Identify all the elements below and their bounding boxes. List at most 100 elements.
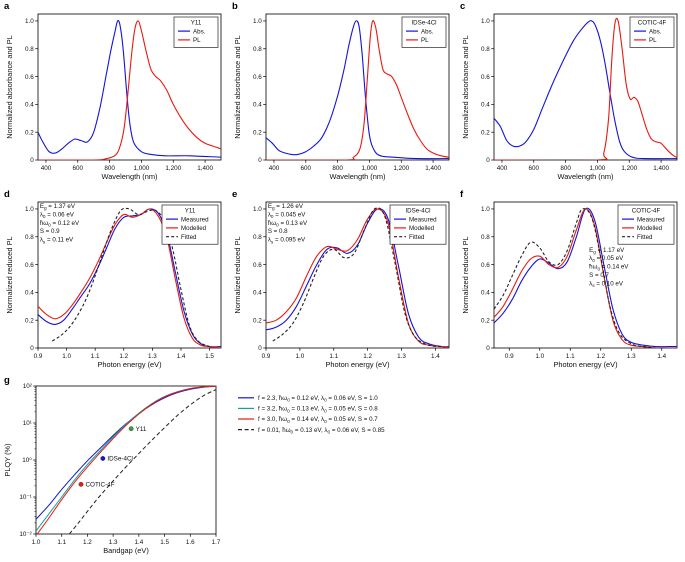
x-tick-label: 1.6: [186, 539, 195, 546]
legend-title: Y11: [185, 208, 196, 215]
y-tick-label: 1.0: [253, 206, 262, 213]
annotation-line: ħω0 = 0.12 eV: [40, 220, 80, 228]
chart-e-reduced-pl: 0.9 1.0 1.1 1.2 1.3 1.4 0 0.2 0.4 0.6 0.8 1.0 Photon…: [233, 201, 450, 369]
y-tick-label: 0.8: [253, 234, 262, 241]
y-tick-label: 0.8: [25, 234, 34, 241]
panel-b: b 400 600 800 1,000 1,200 1,400 0 0.2 0.4 0.6 0.8 1…: [230, 1, 456, 186]
x-tick-label: 800: [332, 165, 343, 172]
legend-entry: f = 2.3, ħω0 = 0.12 eV, λ0 = 0.06 eV, S …: [258, 395, 378, 403]
curve-abs-: [38, 20, 221, 158]
y-tick-label: 0.8: [481, 46, 490, 53]
chart-b-absorbance-pl: 400 600 800 1,000 1,200 1,400 0 0.2 0.4 0.6 0.8 1.0…: [233, 13, 450, 181]
legend-entry: Measured: [409, 216, 437, 223]
chart-d-reduced-pl: 0.9 1.0 1.1 1.2 1.3 1.4 1.5 0 0.2 0.4 0.6 0.8 1.0 Pho…: [5, 201, 222, 369]
data-point-idse-4cl: [100, 456, 106, 461]
legend-entry: Measured: [181, 216, 209, 223]
x-tick-label: 1,400: [197, 165, 213, 172]
axes: 400 600 800 1,000 1,200 1,400 0 0.2 0.4 0.6 0.8 1.0: [253, 18, 441, 172]
x-tick-label: 1.0: [296, 353, 305, 360]
plot-frame: [37, 13, 222, 161]
panel-c: c 400 600 800 1,000 1,200 1,400 0 0.2 0.4 0.6 0.8 1…: [458, 1, 684, 186]
panel-g: g 1.0 1.1 1.2 1.3 1.4 1.5 1.6 1.7 10⁻² 10⁻¹ 10⁰ 10¹…: [2, 375, 482, 560]
plot-frame: [265, 201, 450, 349]
plot-frame: [493, 201, 678, 349]
x-tick-label: 1,000: [362, 165, 378, 172]
series-group: [38, 20, 221, 160]
legend-title: COTIC-4F: [638, 20, 667, 27]
annotation-line: Eg = 1.26 eV: [268, 203, 304, 211]
x-tick-label: 1.1: [57, 539, 66, 546]
annotation-line: ħω0 = 0.14 eV: [589, 264, 629, 272]
x-tick-label: 1.0: [62, 353, 71, 360]
chart-a-absorbance-pl: 400 600 800 1,000 1,200 1,400 0 0.2 0.4 0.6 0.8 1.0…: [5, 13, 222, 181]
plot-frame: [37, 201, 222, 349]
x-tick-label: 400: [269, 165, 280, 172]
y-tick-label: 10¹: [23, 420, 32, 427]
legend-entry: Fitted: [181, 234, 197, 241]
panel-e: e 0.9 1.0 1.1 1.2 1.3 1.4 0 0.2 0.4 0.6 0.8 1.0 Phot…: [230, 189, 456, 374]
y-axis-label: Normalized absorbance and PL: [5, 35, 14, 139]
y-tick-label: 0.6: [253, 74, 262, 81]
x-tick-label: 1.2: [119, 353, 128, 360]
y-tick-label: 0: [486, 345, 490, 352]
y-tick-label: 0.2: [253, 129, 262, 136]
y-tick-label: 0: [30, 157, 34, 164]
y-tick-label: 10⁻¹: [19, 494, 31, 501]
axes: 0.9 1.0 1.1 1.2 1.3 1.4 1.5 0 0.2 0.4 0.6 0.8 1.0: [25, 206, 214, 360]
x-tick-label: 1.2: [83, 539, 92, 546]
x-axis-label: Wavelength (nm): [102, 172, 158, 181]
legend-title: Y11: [191, 20, 202, 27]
y-tick-label: 0.2: [25, 129, 34, 136]
x-tick-label: 1,200: [621, 165, 637, 172]
legend-entry: Modelled: [181, 225, 207, 232]
legend-entry: f = 3.2, ħω0 = 0.13 eV, λ0 = 0.05 eV, S …: [258, 406, 378, 414]
x-tick-label: 600: [73, 165, 84, 172]
x-tick-label: 1.4: [177, 353, 186, 360]
curve-pl: [266, 20, 449, 160]
curve-measured: [494, 207, 677, 348]
curve-abs-: [266, 20, 449, 160]
y-axis-label: PLQY (%): [3, 443, 12, 476]
axes: 400 600 800 1,000 1,200 1,400 0 0.2 0.4 0.6 0.8 1.0: [481, 18, 669, 172]
y-tick-label: 10⁻²: [19, 531, 31, 538]
y-tick-label: 0.4: [253, 102, 262, 109]
annotation-line: S = 0.8: [268, 228, 288, 235]
panel-f-label: f: [460, 189, 464, 200]
series-group: [36, 385, 216, 534]
x-axis-label: Photon energy (eV): [325, 360, 389, 369]
y-tick-label: 1.0: [481, 18, 490, 25]
panel-a: a 400 600 800 1,000 1,200 1,400 0 0.2 0.4 0.6 0.8 1…: [2, 1, 228, 186]
data-point-label: Y11: [136, 426, 147, 433]
y-tick-label: 0.8: [253, 46, 262, 53]
x-tick-label: 1.3: [148, 353, 157, 360]
x-tick-label: 1.1: [91, 353, 100, 360]
x-tick-label: 600: [529, 165, 540, 172]
legend-entry: f = 3.0, ħω0 = 0.14 eV, λ0 = 0.05 eV, S …: [258, 416, 378, 424]
annotation-line: ħω0 = 0.13 eV: [268, 220, 308, 228]
y-tick-label: 0.8: [481, 234, 490, 241]
legend-entry: Modelled: [637, 225, 663, 232]
y-tick-label: 0: [258, 345, 262, 352]
annotation-line: S = 0.7: [589, 272, 609, 279]
y-tick-label: 0.6: [481, 262, 490, 269]
series-group: [266, 20, 449, 160]
annotation-line: S = 0.9: [40, 228, 60, 235]
annotation-line: Eg = 1.17 eV: [589, 247, 625, 255]
curve-modelled: [494, 208, 677, 348]
x-tick-label: 1.4: [657, 353, 666, 360]
annotation-line: λs = 0.10 eV: [589, 280, 624, 288]
x-tick-label: 1,000: [134, 165, 150, 172]
y-axis-label: Normalized absorbance and PL: [233, 35, 242, 139]
x-tick-label: 1.0: [535, 353, 544, 360]
y-tick-label: 1.0: [253, 18, 262, 25]
curve-f-0-01: [69, 389, 216, 534]
y-tick-label: 0.2: [481, 317, 490, 324]
y-tick-label: 0: [30, 345, 34, 352]
y-tick-label: 10⁰: [22, 457, 32, 464]
x-axis-label: Photon energy (eV): [97, 360, 161, 369]
x-tick-label: 1,400: [425, 165, 441, 172]
